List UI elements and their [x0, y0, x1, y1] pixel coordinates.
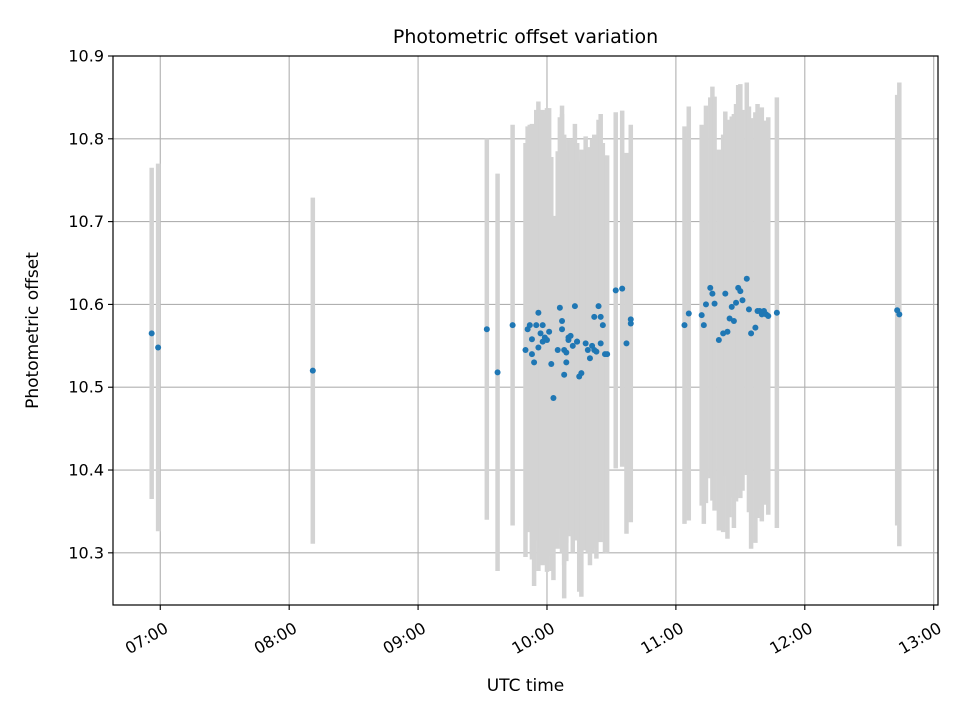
- data-point: [554, 346, 561, 353]
- data-point: [700, 322, 707, 329]
- data-point: [748, 330, 755, 337]
- data-point: [702, 301, 709, 308]
- data-point: [571, 303, 578, 310]
- y-tick-label: 10.4: [68, 461, 104, 480]
- data-point: [584, 346, 591, 353]
- data-point: [509, 322, 516, 329]
- data-point: [494, 369, 501, 376]
- data-point: [526, 322, 533, 329]
- data-point: [597, 313, 604, 320]
- y-tick-label: 10.9: [68, 47, 104, 66]
- y-tick-label: 10.6: [68, 295, 104, 314]
- data-point: [582, 340, 589, 347]
- data-point: [533, 322, 540, 329]
- y-tick-label: 10.8: [68, 129, 104, 148]
- data-point: [537, 330, 544, 337]
- data-point: [773, 309, 780, 316]
- data-point: [563, 359, 570, 366]
- data-point: [627, 316, 634, 323]
- data-point: [522, 346, 529, 353]
- data-point: [707, 284, 714, 291]
- y-tick-label: 10.3: [68, 543, 104, 562]
- data-points: [148, 275, 903, 401]
- plot-frame: [112, 55, 939, 606]
- data-point: [578, 370, 585, 377]
- data-point: [531, 359, 538, 366]
- data-point: [728, 303, 735, 310]
- data-point: [623, 340, 630, 347]
- data-point: [681, 322, 688, 329]
- data-point: [627, 320, 634, 327]
- data-point: [591, 313, 598, 320]
- data-point: [586, 355, 593, 362]
- data-point: [155, 344, 162, 351]
- data-point: [569, 342, 576, 349]
- data-point: [593, 348, 600, 355]
- data-point: [550, 394, 557, 401]
- data-point: [528, 336, 535, 343]
- data-point: [722, 290, 729, 297]
- data-point: [539, 322, 546, 329]
- data-point: [619, 285, 626, 292]
- data-point: [535, 344, 542, 351]
- data-point: [483, 326, 490, 333]
- data-point: [715, 337, 722, 344]
- data-point: [711, 300, 718, 307]
- data-point: [561, 371, 568, 378]
- x-axis-title: UTC time: [487, 676, 565, 696]
- data-point: [698, 312, 705, 319]
- data-point: [559, 326, 566, 333]
- data-point: [737, 288, 744, 295]
- data-point: [752, 324, 759, 331]
- data-point: [685, 310, 692, 317]
- data-point: [543, 337, 550, 344]
- y-tick-label: 10.7: [68, 212, 104, 231]
- data-point: [597, 340, 604, 347]
- y-axis-title: Photometric offset: [23, 252, 43, 409]
- data-point: [612, 287, 619, 294]
- data-point: [546, 328, 553, 335]
- data-point: [739, 297, 746, 304]
- data-point: [724, 328, 731, 335]
- data-point: [745, 306, 752, 313]
- data-point: [548, 361, 555, 368]
- data-point: [528, 351, 535, 358]
- data-point: [556, 304, 563, 311]
- data-point: [743, 275, 750, 282]
- data-point: [730, 317, 737, 324]
- y-tick-label: 10.5: [68, 378, 104, 397]
- data-point: [148, 330, 155, 337]
- data-point: [563, 349, 570, 356]
- data-point: [733, 299, 740, 306]
- data-point: [559, 317, 566, 324]
- data-point: [896, 311, 903, 318]
- data-point: [595, 303, 602, 310]
- data-point: [599, 322, 606, 329]
- data-point: [567, 332, 574, 339]
- chart-title: Photometric offset variation: [393, 26, 658, 48]
- data-point: [765, 313, 772, 320]
- data-point: [604, 351, 611, 358]
- data-point: [309, 367, 316, 374]
- y-axis-ticks: 10.3 10.4 10.5 10.6 10.7 10.8 10.9: [68, 47, 113, 562]
- data-point: [535, 309, 542, 316]
- data-point: [709, 290, 716, 297]
- data-point: [574, 338, 581, 345]
